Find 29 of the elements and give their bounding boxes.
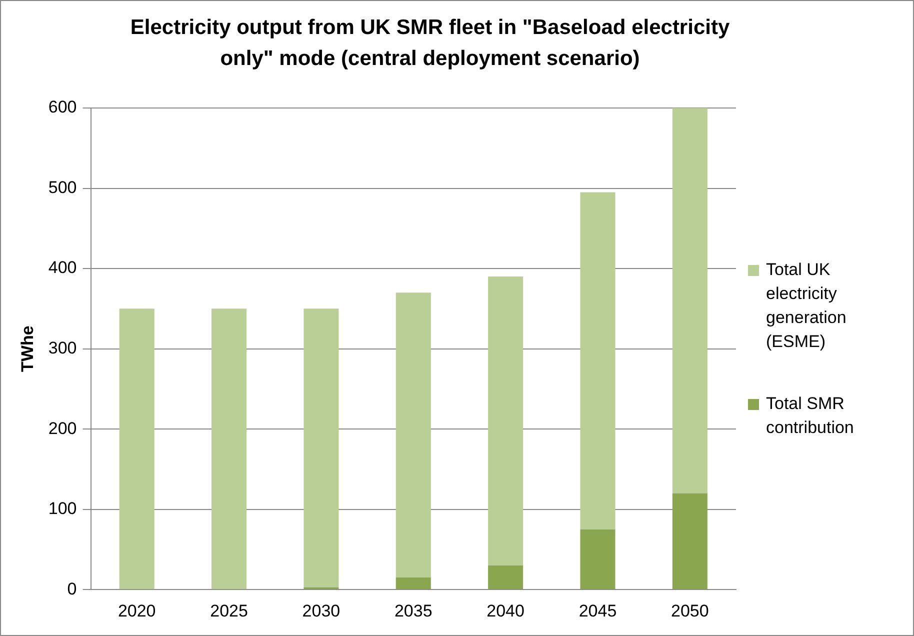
y-tick-label: 400 <box>48 258 77 278</box>
bar <box>119 308 154 590</box>
x-tick-label: 2050 <box>671 601 709 620</box>
bar <box>672 108 708 494</box>
x-tick-label: 2025 <box>210 601 248 620</box>
bar <box>488 276 524 566</box>
y-tick-label: 200 <box>48 418 77 438</box>
bar <box>396 578 431 590</box>
bar <box>304 308 339 588</box>
y-tick-label: 300 <box>48 338 77 358</box>
chart-title: Electricity output from UK SMR fleet in "Baseload electricity only" mode (central deployment scenario) <box>129 15 731 72</box>
y-tick-label: 600 <box>48 98 77 117</box>
y-axis-title: TWhe <box>18 326 37 372</box>
x-tick-label: 2020 <box>118 601 156 620</box>
legend-label: Total SMR contribution <box>766 393 855 439</box>
bar <box>488 566 524 590</box>
y-tick-label: 0 <box>67 579 77 598</box>
bar <box>396 292 431 578</box>
bar <box>580 192 616 530</box>
bar <box>212 308 247 590</box>
x-tick-label: 2035 <box>394 601 432 620</box>
x-tick-label: 2030 <box>302 601 340 620</box>
y-tick-label: 100 <box>48 499 77 518</box>
bar <box>672 493 708 590</box>
bar <box>580 529 616 590</box>
x-tick-label: 2045 <box>578 601 617 620</box>
x-tick-label: 2040 <box>486 601 524 620</box>
legend-label: Total UK electricity generation (ESME) <box>766 259 848 353</box>
y-tick-label: 500 <box>48 178 77 197</box>
